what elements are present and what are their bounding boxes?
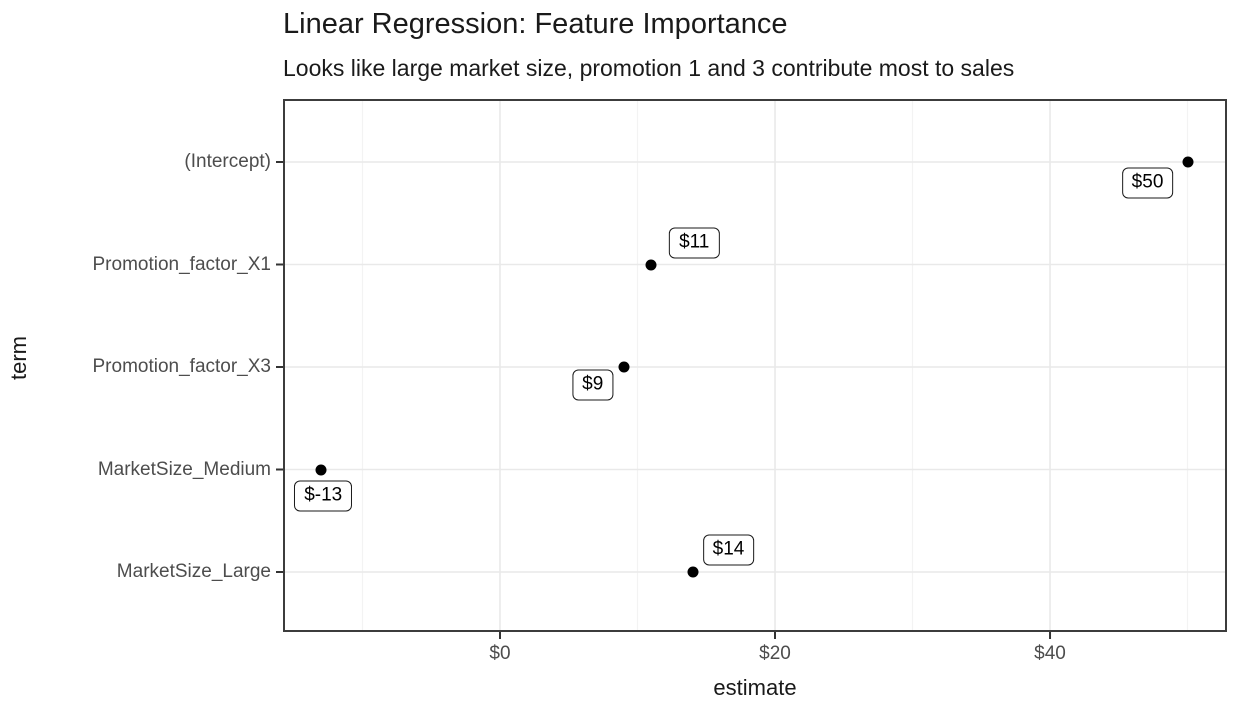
chart-title: Linear Regression: Feature Importance: [283, 8, 788, 40]
point-value-label: $9: [572, 369, 614, 401]
x-tick-label: $0: [489, 643, 511, 664]
y-axis-label: MarketSize_Medium: [97, 458, 271, 480]
data-point-(Intercept): [1182, 156, 1194, 168]
point-value-label: $50: [1121, 167, 1174, 199]
y-axis-label: Promotion_factor_X1: [92, 253, 272, 275]
point-value-label: $14: [702, 534, 755, 566]
data-point-Promotion_factor_X1: [645, 259, 657, 270]
data-point-MarketSize_Large: [687, 566, 698, 578]
y-axis-label: Promotion_factor_X3: [92, 356, 272, 377]
point-value-label: $-13: [294, 480, 353, 511]
x-tick-label: $40: [1034, 643, 1066, 664]
data-point-MarketSize_Medium: [315, 464, 327, 475]
y-axis-label: (Intercept): [184, 151, 271, 172]
x-axis-title: estimate: [713, 675, 797, 700]
chart-subtitle: Looks like large market size, promotion …: [283, 55, 1015, 81]
x-tick-label: $20: [759, 643, 791, 664]
y-axis-label: MarketSize_Large: [116, 561, 271, 582]
plot-panel: [283, 99, 1227, 632]
y-axis-title: term: [6, 336, 31, 380]
point-value-label: $11: [669, 227, 720, 258]
data-point-Promotion_factor_X3: [618, 361, 630, 373]
